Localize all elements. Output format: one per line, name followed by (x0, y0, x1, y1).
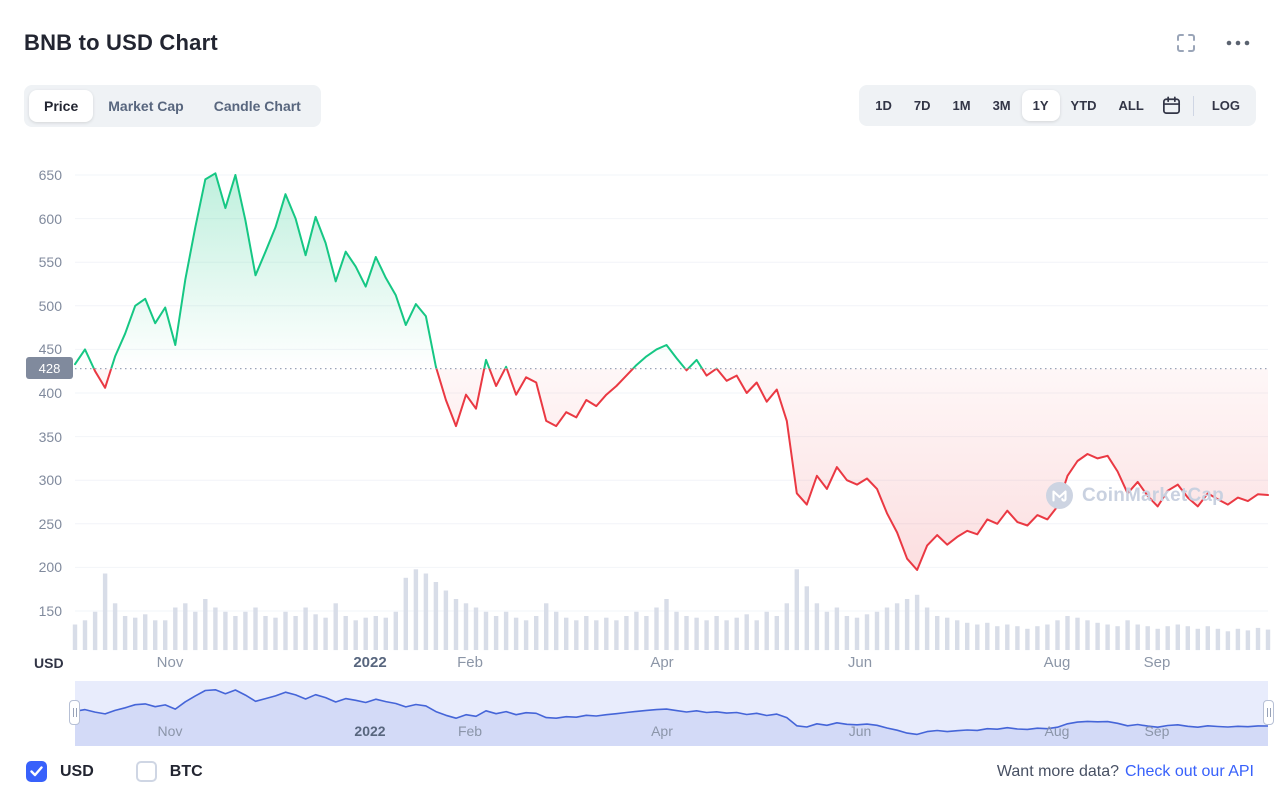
x-tick-label: Aug (1043, 654, 1071, 671)
price-area-below (92, 368, 1269, 571)
range-3m[interactable]: 3M (982, 90, 1022, 121)
btc-checkbox-label: BTC (169, 762, 203, 780)
header-actions (1174, 31, 1252, 55)
footer: USD BTC Want more data? Check out our AP… (26, 761, 1254, 782)
check-icon (30, 766, 43, 777)
grip-icon (72, 708, 77, 717)
x-tick-label: Jun (847, 654, 873, 671)
navigator-left-handle[interactable] (69, 700, 80, 725)
fullscreen-icon (1177, 34, 1195, 52)
price-area-above (74, 172, 1268, 369)
range-controls: 1D 7D 1M 3M 1Y YTD ALL LOG (859, 85, 1256, 126)
api-cta: Want more data? Check out our API (997, 763, 1254, 781)
x-tick-label: 2022 (353, 654, 387, 671)
x-tick-label: Nov (156, 654, 184, 671)
range-1y[interactable]: 1Y (1021, 90, 1060, 121)
calendar-icon (1162, 96, 1180, 114)
usd-checkbox[interactable] (26, 761, 47, 782)
range-1m[interactable]: 1M (942, 90, 982, 121)
navigator-line (75, 689, 1268, 736)
price-chart-svg[interactable] (0, 150, 1280, 662)
usd-toggle[interactable]: USD (26, 761, 94, 782)
range-7d[interactable]: 7D (903, 90, 942, 121)
cta-text: Want more data? (996, 762, 1120, 780)
volume-bars (72, 569, 1271, 651)
current-price-badge: 428 (26, 357, 73, 379)
api-link[interactable]: Check out our API (1125, 762, 1254, 780)
x-axis: USD Nov 2022 Feb Apr Jun Aug Sep (0, 654, 1280, 676)
x-tick-label: Sep (1143, 654, 1171, 671)
header: BNB to USD Chart (0, 0, 1280, 66)
tab-candle-chart[interactable]: Candle Chart (199, 90, 316, 122)
tab-price[interactable]: Price (29, 90, 94, 122)
date-range-picker-button[interactable] (1161, 95, 1182, 116)
controls-row: Price Market Cap Candle Chart 1D 7D 1M 3M 1Y YT… (24, 85, 1256, 127)
axis-unit-label: USD (34, 655, 64, 671)
chart-type-tabs: Price Market Cap Candle Chart (24, 85, 321, 127)
page-title: BNB to USD Chart (24, 30, 218, 55)
range-all[interactable]: ALL (1108, 90, 1155, 121)
fullscreen-button[interactable] (1174, 31, 1198, 55)
navigator-area (75, 689, 1268, 746)
grip-icon (1266, 708, 1271, 717)
btc-checkbox[interactable] (135, 761, 157, 782)
navigator-right-handle[interactable] (1263, 700, 1274, 725)
btc-toggle[interactable]: BTC (135, 761, 203, 782)
price-chart-area[interactable]: 650 600 550 500 450 400 350 300 250 200 150 428 Co… (0, 150, 1280, 662)
range-ytd[interactable]: YTD (1060, 90, 1108, 121)
navigator-chart-svg[interactable] (75, 681, 1268, 746)
chart-navigator[interactable]: Nov 2022 Feb Apr Jun Aug Sep (69, 681, 1274, 746)
tab-market-cap[interactable]: Market Cap (93, 90, 198, 122)
x-tick-label: Feb (457, 654, 483, 671)
more-options-button[interactable] (1224, 31, 1252, 55)
range-1d[interactable]: 1D (864, 90, 903, 121)
usd-checkbox-label: USD (60, 762, 94, 780)
x-tick-label: Apr (650, 654, 674, 671)
log-scale-button[interactable]: LOG (1201, 90, 1251, 121)
ellipsis-icon (1226, 40, 1250, 46)
divider (1192, 95, 1194, 116)
